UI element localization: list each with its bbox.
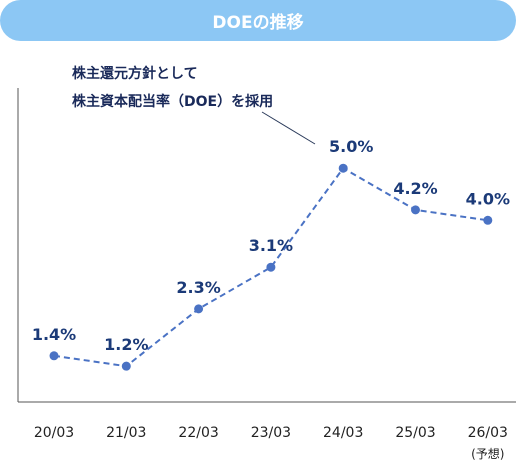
data-point [338,163,348,173]
data-point [411,205,420,215]
data-label: 1.2% [104,335,148,354]
data-label: 4.0% [466,189,510,208]
series-layer: 1.4% 20/03 1.2% 21/03 2.3% 22/03 3.1% 23/03 5.0%… [32,137,510,461]
data-point [266,262,276,272]
data-label: 2.3% [176,278,220,297]
annotation-line-1: 株主還元方針として [72,65,198,82]
data-label: 4.2% [393,179,437,198]
chart-title: DOEの推移 [212,13,304,33]
x-tick-sublabel: (予想) [471,446,504,461]
data-label: 5.0% [329,137,373,156]
annotation-line-2: 株主資本配当率（DOE）を採用 [72,93,273,110]
data-point [194,304,204,314]
data-label: 1.4% [32,325,76,344]
annotation-leader-line [261,111,316,145]
x-tick-label: 21/03 [106,425,146,441]
chart-title-banner: DOEの推移 [0,0,516,41]
x-tick-label: 20/03 [34,425,74,441]
x-tick-label: 22/03 [178,425,218,441]
data-label: 3.1% [249,236,293,255]
data-point [483,215,493,225]
x-tick-label: 25/03 [395,425,435,441]
x-tick-label: 23/03 [251,425,291,441]
data-point [49,351,59,361]
x-tick-label: 24/03 [323,425,363,441]
x-tick-label: 26/03 [468,425,508,441]
data-point [121,361,131,371]
